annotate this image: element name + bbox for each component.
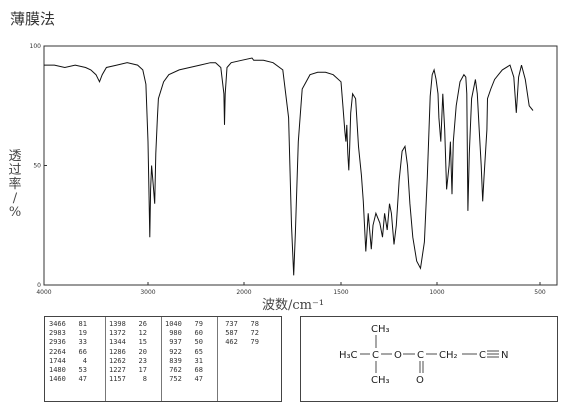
- y-tick-label: 50: [33, 163, 41, 170]
- x-axis-label: 波数/cm⁻¹: [262, 298, 325, 313]
- structure-box: CH₃ H₃C C O C O CH₂ C N CH₃: [300, 316, 558, 402]
- peak-row: 1398 26: [109, 320, 147, 328]
- y-axis-label: 透过率 /%: [8, 149, 22, 220]
- peak-row: 1227 17: [109, 365, 147, 374]
- x-tick-label: 1500: [333, 289, 348, 296]
- peak-row: 922 65: [165, 347, 203, 356]
- peak-row: 2983 19: [49, 329, 87, 338]
- peak-column-2: 1398 26 1372 12 1344 15 1286 20 1262 23 1227 …: [105, 317, 147, 401]
- peak-column-4: 737 78 587 72 462 79: [217, 317, 259, 401]
- peak-row: 1744 4: [49, 356, 87, 365]
- x-tick-label: 3000: [140, 289, 155, 296]
- struct-n-nitrile: N: [501, 350, 508, 361]
- y-tick-label: 100: [30, 43, 42, 50]
- peak-table: 3466 81 2983 19 2936 33 2264 66 1744 4 1480 5…: [44, 316, 282, 402]
- y-tick-label: 0: [37, 282, 41, 289]
- peak-row: 737 78: [221, 320, 259, 328]
- peak-row: 2936 33: [49, 338, 87, 347]
- peak-row: 1372 12: [109, 329, 147, 338]
- peak-row: 937 50: [165, 338, 203, 347]
- struct-c-carbonyl: C: [417, 350, 424, 361]
- peak-row: 1157 8: [109, 375, 147, 384]
- peak-row: 762 68: [165, 365, 203, 374]
- chemical-structure: CH₃ H₃C C O C O CH₂ C N CH₃: [339, 324, 508, 386]
- x-tick-label: 4000: [36, 289, 51, 296]
- structure-bonds: [360, 335, 499, 373]
- x-tick-label: 1000: [429, 289, 444, 296]
- peak-column-1: 3466 81 2983 19 2936 33 2264 66 1744 4 1480 5…: [49, 320, 87, 384]
- x-tick-label: 2000: [236, 289, 251, 296]
- x-tick-label: 500: [534, 289, 546, 296]
- peak-column-3: 1040 79 980 60 937 50 922 65 839 31 762 …: [161, 317, 203, 401]
- peak-row: 752 47: [165, 375, 203, 384]
- peak-row: 1480 53: [49, 365, 87, 374]
- peak-row: 980 60: [165, 329, 203, 338]
- method-label: 薄膜法: [10, 10, 56, 28]
- struct-ch3-bottom: CH₃: [371, 375, 390, 386]
- peak-row: 587 72: [221, 329, 259, 338]
- struct-c-quat: C: [372, 350, 379, 361]
- peak-row: 3466 81: [49, 320, 87, 328]
- struct-h3c: H₃C: [339, 350, 358, 361]
- struct-ch3-top: CH₃: [371, 324, 390, 335]
- peak-row: 1040 79: [165, 320, 203, 328]
- peak-row: 2264 66: [49, 347, 87, 356]
- plot-frame: [43, 45, 558, 286]
- struct-o-ester: O: [394, 350, 402, 361]
- spectrum-line: [44, 57, 534, 276]
- struct-ch2: CH₂: [439, 350, 458, 361]
- struct-c-nitrile: C: [479, 350, 486, 361]
- peak-row: 1262 23: [109, 356, 147, 365]
- peak-row: 1460 47: [49, 375, 87, 384]
- peak-row: 839 31: [165, 356, 203, 365]
- peak-row: 1344 15: [109, 338, 147, 347]
- struct-o-carbonyl: O: [416, 375, 424, 386]
- peak-row: 462 79: [221, 338, 259, 347]
- peak-row: 1286 20: [109, 347, 147, 356]
